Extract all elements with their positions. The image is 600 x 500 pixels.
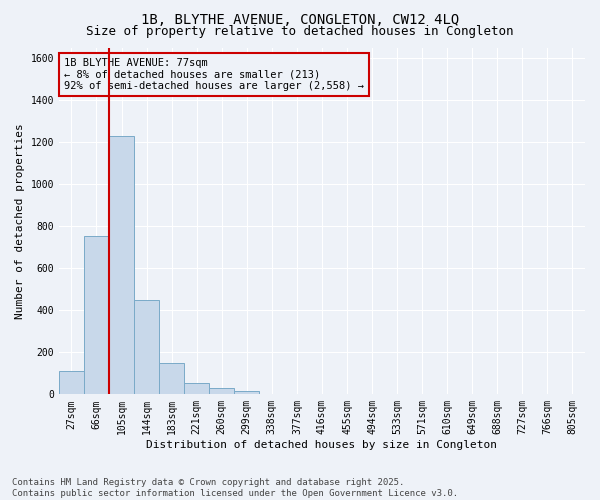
Bar	[84, 236, 109, 394]
Bar	[109, 136, 134, 394]
Text: 1B BLYTHE AVENUE: 77sqm
← 8% of detached houses are smaller (213)
92% of semi-de: 1B BLYTHE AVENUE: 77sqm ← 8% of detached…	[64, 58, 364, 91]
Text: Contains HM Land Registry data © Crown copyright and database right 2025.
Contai: Contains HM Land Registry data © Crown c…	[12, 478, 458, 498]
X-axis label: Distribution of detached houses by size in Congleton: Distribution of detached houses by size …	[146, 440, 497, 450]
Bar	[134, 300, 159, 394]
Bar	[159, 363, 184, 394]
Bar	[234, 390, 259, 394]
Bar	[59, 371, 84, 394]
Y-axis label: Number of detached properties: Number of detached properties	[15, 123, 25, 319]
Text: 1B, BLYTHE AVENUE, CONGLETON, CW12 4LQ: 1B, BLYTHE AVENUE, CONGLETON, CW12 4LQ	[141, 12, 459, 26]
Bar	[209, 388, 234, 394]
Bar	[184, 383, 209, 394]
Text: Size of property relative to detached houses in Congleton: Size of property relative to detached ho…	[86, 25, 514, 38]
